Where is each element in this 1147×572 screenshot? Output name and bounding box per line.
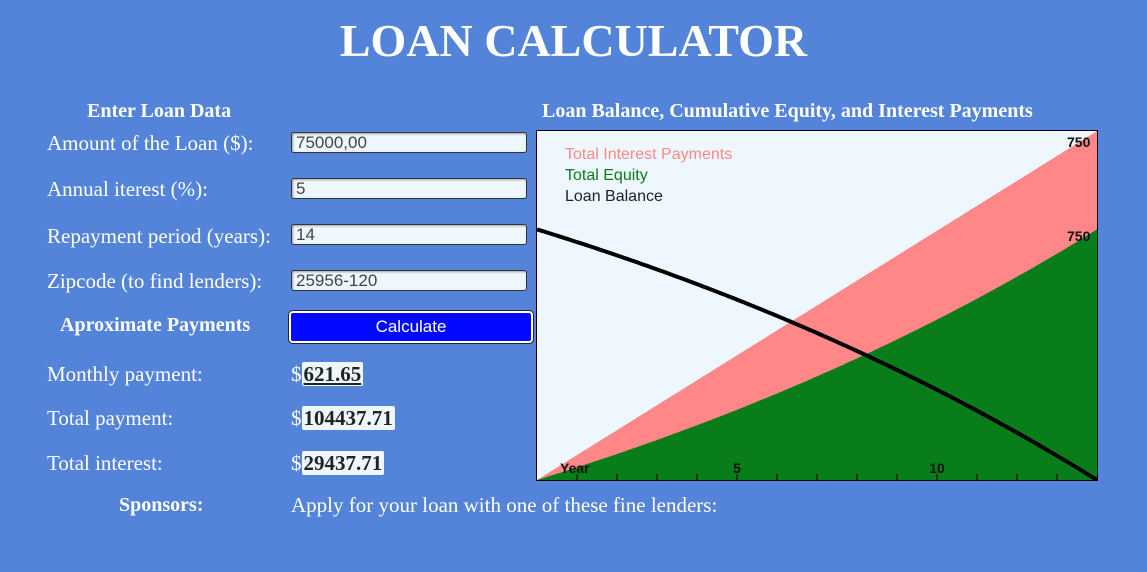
loan-balance-line bbox=[537, 227, 1097, 480]
page-title: LOAN CALCULATOR bbox=[339, 15, 808, 66]
zipcode-input[interactable] bbox=[291, 270, 527, 291]
annual-interest-input[interactable] bbox=[291, 178, 527, 199]
x-axis-label: Year bbox=[560, 460, 590, 476]
legend-entry: Loan Balance bbox=[565, 188, 663, 205]
currency-symbol: $ bbox=[291, 406, 302, 430]
loan-chart: Year 5 10 750 750 Total Interest Payments Tota… bbox=[536, 130, 1098, 481]
legend-entry: Total Equity bbox=[565, 167, 648, 184]
currency-symbol: $ bbox=[291, 362, 302, 386]
x-tick-label: 10 bbox=[929, 460, 945, 476]
loan-amount-label: Amount of the Loan ($): bbox=[47, 131, 254, 155]
x-tick-label: 5 bbox=[733, 460, 741, 476]
currency-symbol: $ bbox=[291, 451, 302, 475]
total-interest-output: $29437.71 bbox=[291, 451, 385, 476]
sponsors-label: Sponsors: bbox=[119, 494, 204, 516]
enter-loan-data-heading: Enter Loan Data bbox=[87, 100, 232, 122]
annual-interest-label: Annual iterest (%): bbox=[47, 177, 208, 201]
y-value-label: 750 bbox=[1067, 134, 1091, 150]
y-value-label: 750 bbox=[1067, 228, 1091, 244]
equity-area bbox=[537, 229, 1097, 480]
total-payment-output: $104437.71 bbox=[291, 406, 395, 431]
total-payment-value: 104437.71 bbox=[301, 406, 395, 430]
sponsors-text: Apply for your loan with one of these fi… bbox=[291, 493, 718, 517]
total-interest-value: 29437.71 bbox=[301, 451, 385, 475]
monthly-payment-value: 621.65 bbox=[301, 362, 364, 386]
monthly-payment-label: Monthly payment: bbox=[47, 362, 203, 386]
chart-title: Loan Balance, Cumulative Equity, and Int… bbox=[542, 100, 1033, 122]
repayment-period-label: Repayment period (years): bbox=[47, 224, 271, 248]
approximate-payments-heading: Aproximate Payments bbox=[60, 314, 251, 336]
total-interest-label: Total interest: bbox=[47, 451, 163, 475]
zipcode-label: Zipcode (to find lenders): bbox=[47, 269, 263, 293]
total-payment-label: Total payment: bbox=[47, 406, 174, 430]
repayment-period-input[interactable] bbox=[291, 224, 527, 245]
monthly-payment-output: $621.65 bbox=[291, 362, 364, 387]
legend-entry: Total Interest Payments bbox=[565, 146, 732, 163]
loan-amount-input[interactable] bbox=[291, 132, 527, 153]
calculate-button[interactable]: Calculate bbox=[289, 311, 533, 343]
loan-chart-svg: Year 5 10 750 750 Total Interest Payments Tota… bbox=[537, 131, 1097, 480]
